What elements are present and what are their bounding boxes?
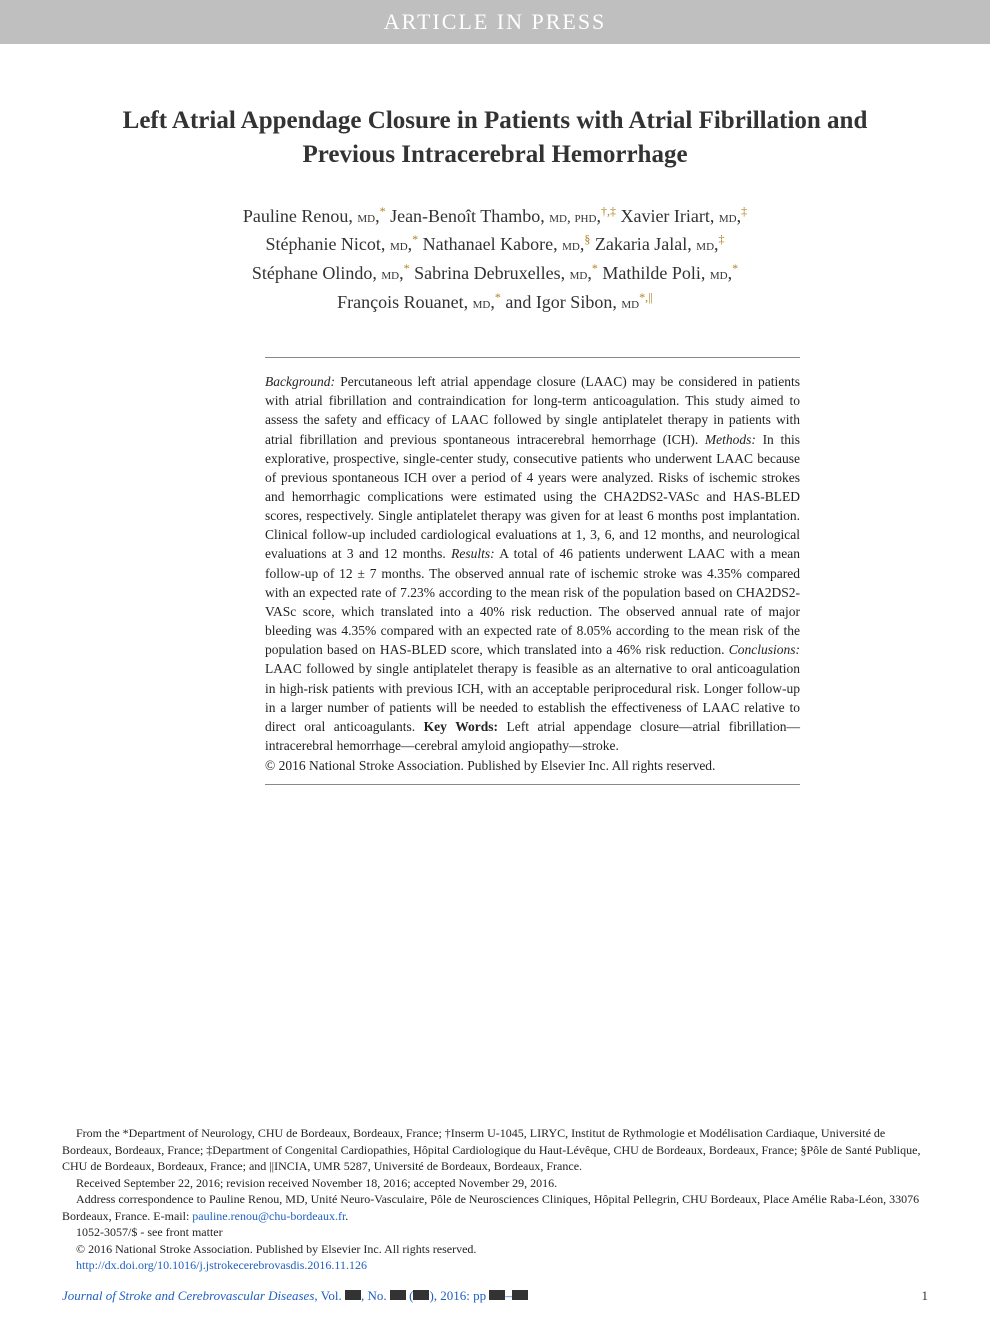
correspondence-post: . [345,1209,348,1223]
abstract-copyright: © 2016 National Stroke Association. Publ… [265,758,800,774]
issn-line: 1052-3057/$ - see front matter [62,1224,928,1241]
doi-link[interactable]: http://dx.doi.org/10.1016/j.jstrokecereb… [76,1258,367,1272]
correspondence-email-link[interactable]: pauline.renou@chu-bordeaux.fr [192,1209,345,1223]
received-dates: Received September 22, 2016; revision re… [62,1175,928,1192]
abstract-rule-top [265,357,800,358]
article-footer: From the *Department of Neurology, CHU d… [62,1125,928,1274]
article-title: Left Atrial Appendage Closure in Patient… [110,104,880,172]
journal-citation-line: Journal of Stroke and Cerebrovascular Di… [62,1288,928,1304]
author-list: Pauline Renou, md,* Jean-Benoît Thambo, … [110,202,880,318]
banner-text: ARTICLE IN PRESS [384,9,607,35]
article-in-press-banner: ARTICLE IN PRESS [0,0,990,44]
footer-copyright: © 2016 National Stroke Association. Publ… [62,1241,928,1258]
abstract-text: Background: Percutaneous left atrial app… [265,372,800,755]
correspondence-line: Address correspondence to Pauline Renou,… [62,1191,928,1224]
correspondence-pre: Address correspondence to Pauline Renou,… [62,1192,919,1223]
article-content: Left Atrial Appendage Closure in Patient… [0,44,990,785]
page-number: 1 [922,1288,929,1304]
journal-citation-text: Journal of Stroke and Cerebrovascular Di… [62,1288,528,1304]
affiliations-text: From the *Department of Neurology, CHU d… [62,1125,928,1175]
abstract-section: Background: Percutaneous left atrial app… [265,357,800,785]
abstract-rule-bottom [265,784,800,785]
